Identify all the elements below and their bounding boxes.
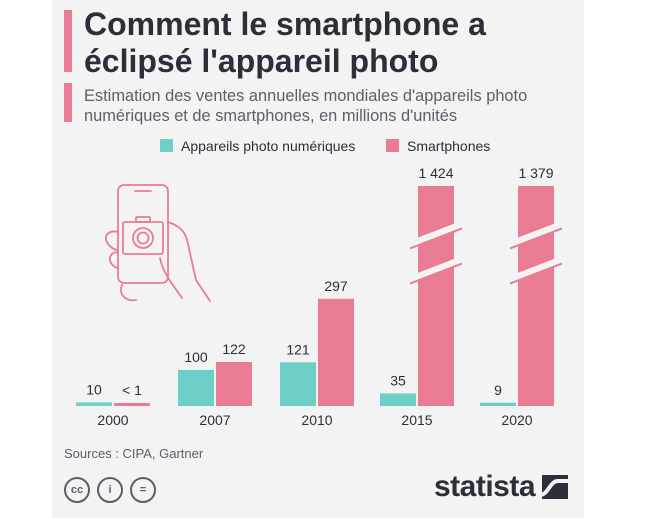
- bar-cameras-2007: [178, 369, 214, 406]
- title-accent-bar: [64, 10, 72, 72]
- legend-label-cameras: Appareils photo numériques: [181, 138, 356, 154]
- axis-break-line-2020-1: [509, 262, 563, 285]
- category-label-2015: 2015: [401, 412, 432, 428]
- value-label-smartphones-2000: < 1: [122, 382, 142, 398]
- legend-swatch-smartphones: [386, 139, 399, 152]
- bar-cameras-2015: [380, 393, 416, 406]
- cc-icon[interactable]: cc: [64, 477, 90, 503]
- value-label-cameras-2015: 35: [390, 372, 406, 388]
- bar-smartphones-2000: [114, 403, 150, 406]
- value-label-cameras-2020: 9: [494, 382, 502, 398]
- license-icons: cc i =: [64, 477, 163, 503]
- category-label-2000: 2000: [97, 412, 128, 428]
- bar-smartphones-2015: [418, 186, 454, 406]
- axis-break-gap-2015-1: [408, 256, 464, 283]
- infographic-card: [52, 0, 584, 518]
- legend-item-cameras: Appareils photo numériques: [160, 138, 355, 154]
- no-derivatives-icon[interactable]: =: [130, 477, 156, 503]
- axis-break-line-2015-0: [409, 227, 463, 250]
- axis-break-gap-2015-0: [408, 221, 464, 248]
- value-label-cameras-2007: 100: [184, 349, 208, 365]
- category-label-2010: 2010: [301, 412, 332, 428]
- subtitle-accent-bar: [64, 83, 72, 122]
- category-label-2007: 2007: [199, 412, 230, 428]
- bar-smartphones-2007: [216, 361, 252, 406]
- attribution-icon[interactable]: i: [97, 477, 123, 503]
- legend-item-smartphones: Smartphones: [386, 138, 490, 154]
- statista-logo-mark: [542, 475, 568, 499]
- axis-break-line-2015-1: [409, 262, 463, 285]
- axis-break-gap-2020-0: [508, 221, 564, 248]
- chart-title: Comment le smartphone a éclipsé l'appare…: [84, 6, 486, 79]
- bar-cameras-2020: [480, 402, 516, 406]
- value-label-cameras-2000: 10: [86, 381, 102, 397]
- axis-break-gap-2020-1: [508, 256, 564, 283]
- category-label-2020: 2020: [501, 412, 532, 428]
- value-labels-layer: 10 < 1 100 122 121 297 35 1 424 9 1 379: [86, 165, 554, 398]
- value-label-smartphones-2007: 122: [222, 341, 246, 357]
- legend-swatch-cameras: [160, 139, 173, 152]
- value-label-smartphones-2010: 297: [324, 278, 348, 294]
- smartphone-camera-illustration: [105, 184, 211, 302]
- value-label-smartphones-2020: 1 379: [518, 165, 553, 181]
- bar-cameras-2000: [76, 402, 112, 406]
- bar-cameras-2010: [280, 362, 316, 406]
- chart-subtitle: Estimation des ventes annuelles mondiale…: [84, 87, 528, 125]
- legend-label-smartphones: Smartphones: [407, 138, 491, 154]
- axis-breaks-layer: [408, 221, 564, 285]
- bars-layer: [76, 186, 554, 406]
- sources-note: Sources : CIPA, Gartner: [64, 446, 204, 461]
- axis-break-line-2020-0: [509, 227, 563, 250]
- bar-smartphones-2010: [318, 298, 354, 406]
- category-labels-layer: 2000 2007 2010 2015 2020: [97, 412, 532, 428]
- statista-logo[interactable]: statista: [434, 470, 536, 503]
- bar-smartphones-2020: [518, 186, 554, 406]
- value-label-smartphones-2015: 1 424: [418, 165, 453, 181]
- value-label-cameras-2010: 121: [286, 341, 310, 357]
